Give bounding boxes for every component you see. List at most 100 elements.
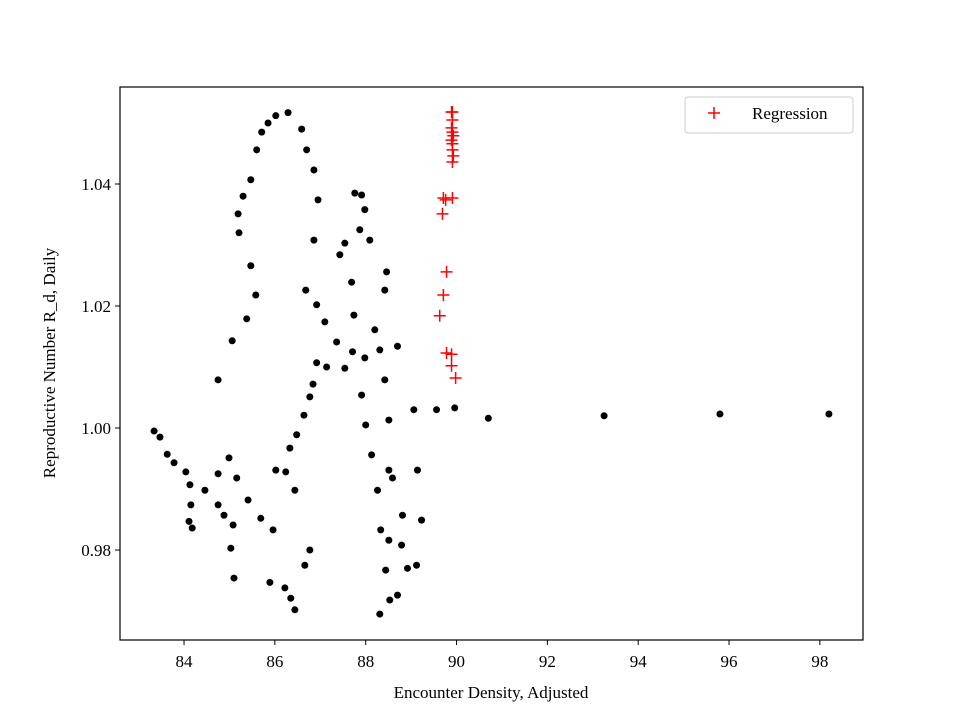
point <box>321 318 329 326</box>
point <box>163 450 171 458</box>
point-shape <box>440 346 453 359</box>
point <box>358 191 366 199</box>
x-tick-label: 98 <box>811 652 828 671</box>
point <box>272 112 280 120</box>
point <box>445 359 458 372</box>
point <box>227 544 235 552</box>
point <box>366 236 374 244</box>
point <box>341 364 349 372</box>
point-shape <box>708 107 720 119</box>
y-axis-label: Reproductive Number R_d, Daily <box>40 247 59 478</box>
point <box>186 481 194 489</box>
point <box>440 346 453 359</box>
point <box>376 610 384 618</box>
point <box>374 486 382 494</box>
point-shape <box>447 149 460 162</box>
y-tick-label: 1.04 <box>81 175 111 194</box>
point <box>309 380 317 388</box>
point <box>214 501 222 509</box>
point <box>306 546 314 554</box>
point <box>253 146 261 154</box>
point <box>336 251 344 259</box>
point <box>446 143 459 156</box>
point <box>716 410 724 418</box>
point <box>410 406 418 414</box>
point <box>310 236 318 244</box>
point-shape <box>439 193 452 206</box>
point <box>220 511 228 519</box>
point <box>446 156 459 169</box>
point <box>313 359 321 367</box>
point <box>386 596 394 604</box>
point <box>348 278 356 286</box>
point <box>187 501 195 509</box>
point <box>314 196 322 204</box>
point <box>252 291 260 299</box>
x-tick-label: 94 <box>630 652 648 671</box>
point <box>234 210 242 218</box>
point <box>358 391 366 399</box>
point <box>333 338 341 346</box>
point <box>433 406 441 414</box>
point <box>371 326 379 334</box>
point <box>381 286 389 294</box>
point <box>376 346 384 354</box>
point-shape <box>446 113 459 126</box>
point <box>266 578 274 586</box>
point <box>447 149 460 162</box>
point <box>341 239 349 247</box>
point <box>214 376 222 384</box>
point <box>439 193 452 206</box>
point <box>413 466 421 474</box>
point <box>230 574 238 582</box>
point <box>313 301 321 309</box>
point-shape <box>445 106 458 119</box>
point <box>301 561 309 569</box>
x-tick-label: 92 <box>539 652 556 671</box>
point <box>418 516 426 524</box>
point <box>229 521 237 529</box>
point <box>291 486 299 494</box>
point-shape <box>440 265 453 278</box>
point <box>825 410 833 418</box>
point-shape <box>445 359 458 372</box>
point <box>436 207 449 220</box>
point <box>228 337 236 345</box>
point <box>282 468 290 476</box>
point <box>291 606 299 614</box>
point <box>150 427 158 435</box>
point <box>214 470 222 478</box>
point <box>286 444 294 452</box>
point <box>247 262 255 270</box>
point <box>385 536 393 544</box>
point <box>449 371 462 384</box>
point <box>303 146 311 154</box>
point <box>440 265 453 278</box>
point <box>233 474 241 482</box>
point <box>413 561 421 569</box>
x-tick-label: 84 <box>176 652 194 671</box>
point <box>351 189 359 197</box>
point <box>243 315 251 323</box>
point <box>349 348 357 356</box>
point <box>437 289 450 302</box>
point <box>398 511 406 519</box>
point <box>264 119 272 127</box>
point-shape <box>446 156 459 169</box>
plot-frame <box>119 86 864 641</box>
legend-label: Regression <box>752 104 828 123</box>
x-tick-label: 86 <box>266 652 283 671</box>
point <box>398 541 406 549</box>
x-tick-label: 96 <box>721 652 738 671</box>
point <box>247 176 255 184</box>
y-tick-label: 1.00 <box>81 419 111 438</box>
point <box>451 404 459 412</box>
point <box>385 466 393 474</box>
point <box>239 192 247 200</box>
point <box>377 526 385 534</box>
point <box>258 128 266 136</box>
point <box>368 451 376 459</box>
point <box>445 348 458 361</box>
point <box>310 166 318 174</box>
point <box>185 517 193 525</box>
